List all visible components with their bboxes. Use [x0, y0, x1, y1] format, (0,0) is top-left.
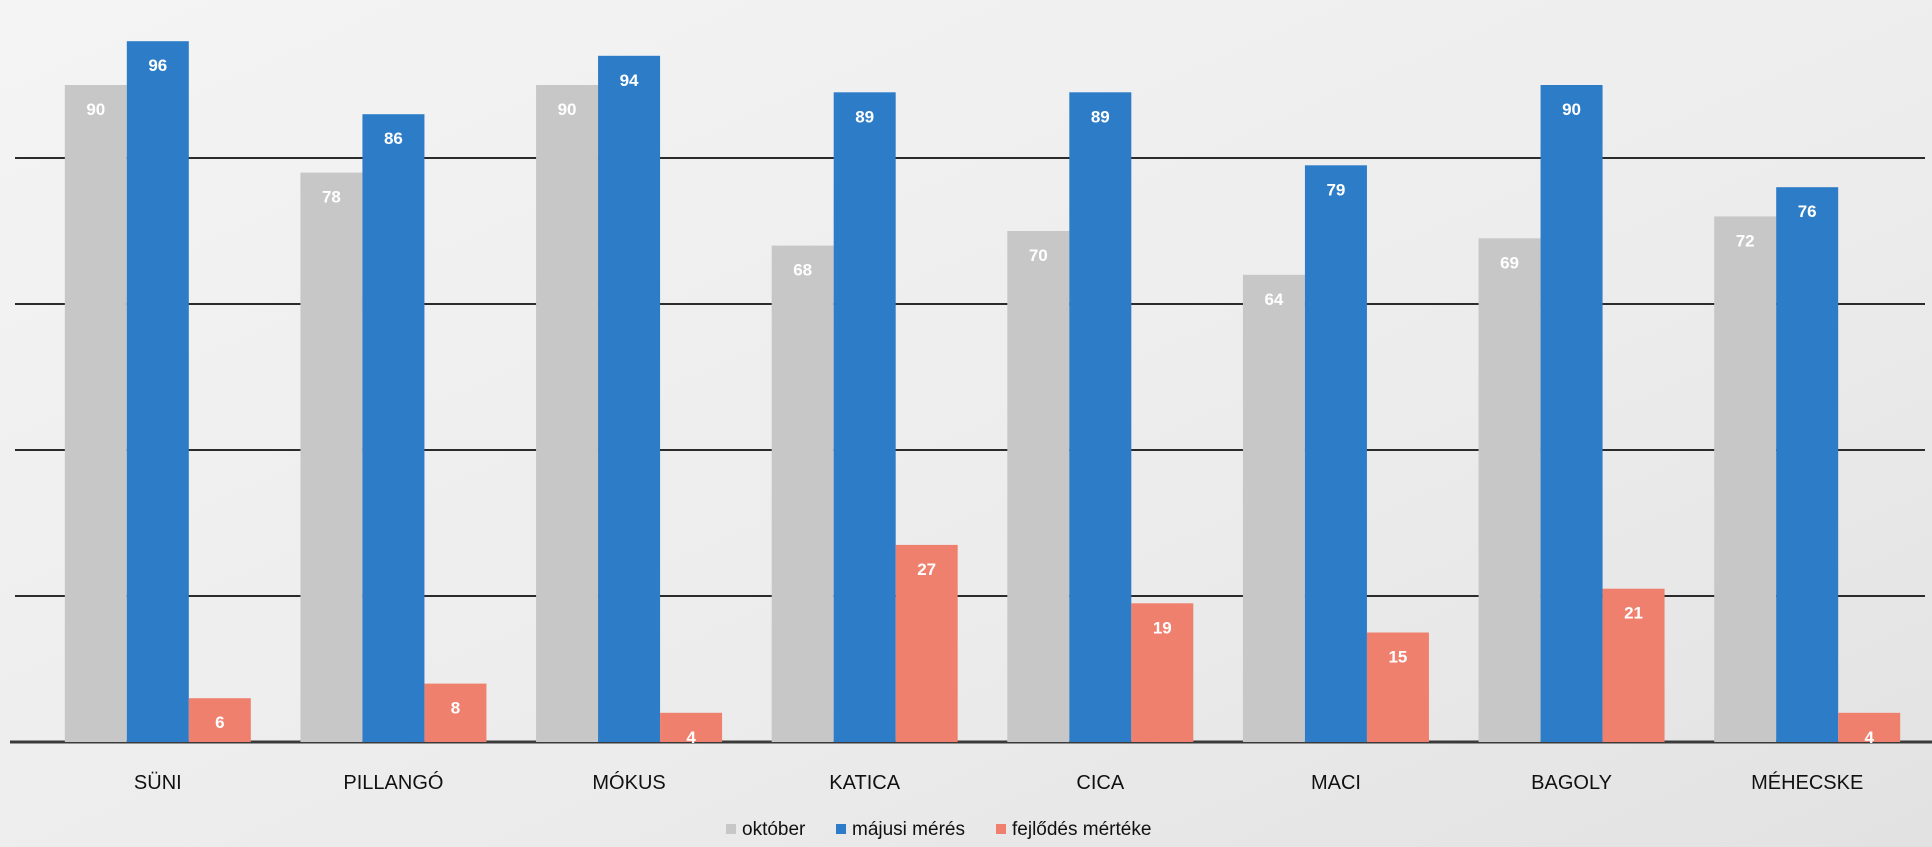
bar [536, 85, 599, 742]
bar [1304, 165, 1367, 743]
bar [1540, 85, 1603, 742]
bar [1007, 231, 1070, 742]
data-label: 79 [1326, 180, 1345, 199]
bar [1069, 92, 1132, 743]
data-label: 68 [793, 261, 812, 280]
bar [1776, 187, 1839, 742]
category-tick-label: PILLANGÓ [343, 771, 443, 794]
data-label: 78 [322, 188, 341, 207]
data-label: 69 [1500, 253, 1519, 272]
data-label: 6 [215, 713, 224, 732]
data-labels: 90 96 6 78 86 8 90 94 4 68 89 27 70 89 19 64 79 15 69 90 21 7… [86, 56, 1874, 747]
data-label: 72 [1736, 231, 1755, 250]
legend-label: október [742, 819, 806, 840]
data-label: 76 [1798, 202, 1817, 221]
bars [64, 41, 1901, 743]
bar [188, 698, 251, 742]
category-tick-label: MÓKUS [592, 771, 665, 794]
bar [1478, 238, 1541, 743]
bar [300, 172, 363, 743]
bar [1838, 712, 1901, 742]
bar [1714, 216, 1777, 742]
data-label: 4 [686, 728, 696, 747]
data-label: 90 [86, 100, 105, 119]
data-label: 8 [451, 699, 460, 718]
category-axis: SÜNI PILLANGÓ MÓKUS KATICA CICA MACI BAGOLY MÉH… [134, 771, 1863, 794]
data-label: 90 [1562, 100, 1581, 119]
category-tick-label: SÜNI [134, 772, 182, 794]
category-tick-label: KATICA [829, 772, 900, 794]
data-label: 21 [1624, 604, 1643, 623]
data-label: 90 [558, 100, 577, 119]
bar [126, 41, 189, 742]
data-label: 96 [148, 56, 167, 75]
bar [1131, 603, 1194, 742]
bar [1242, 274, 1305, 742]
data-label: 70 [1029, 246, 1048, 265]
data-label: 86 [384, 129, 403, 148]
bar [833, 92, 896, 743]
bar [424, 683, 487, 742]
category-tick-label: CICA [1076, 772, 1124, 794]
legend: október májusi mérés fejlődés mértéke [726, 819, 1151, 840]
bar [895, 544, 958, 742]
data-label: 27 [917, 560, 936, 579]
data-label: 89 [855, 107, 874, 126]
legend-label: májusi mérés [852, 819, 965, 840]
category-tick-label: BAGOLY [1531, 772, 1612, 794]
bar [598, 55, 661, 743]
legend-swatch [836, 824, 846, 834]
legend-swatch [996, 824, 1006, 834]
data-label: 4 [1864, 728, 1874, 747]
category-tick-label: MACI [1311, 772, 1361, 794]
category-tick-label: MÉHECSKE [1751, 771, 1863, 794]
bar [1602, 588, 1665, 742]
bar [771, 245, 834, 742]
legend-label: fejlődés mértéke [1012, 819, 1151, 840]
data-label: 64 [1264, 290, 1283, 309]
data-label: 19 [1153, 618, 1172, 637]
data-label: 15 [1388, 648, 1407, 667]
bar [64, 85, 127, 742]
data-label: 89 [1091, 107, 1110, 126]
bar [1366, 632, 1429, 742]
data-label: 94 [620, 71, 639, 90]
legend-swatch [726, 824, 736, 834]
bar [660, 712, 723, 742]
bar [362, 114, 425, 742]
